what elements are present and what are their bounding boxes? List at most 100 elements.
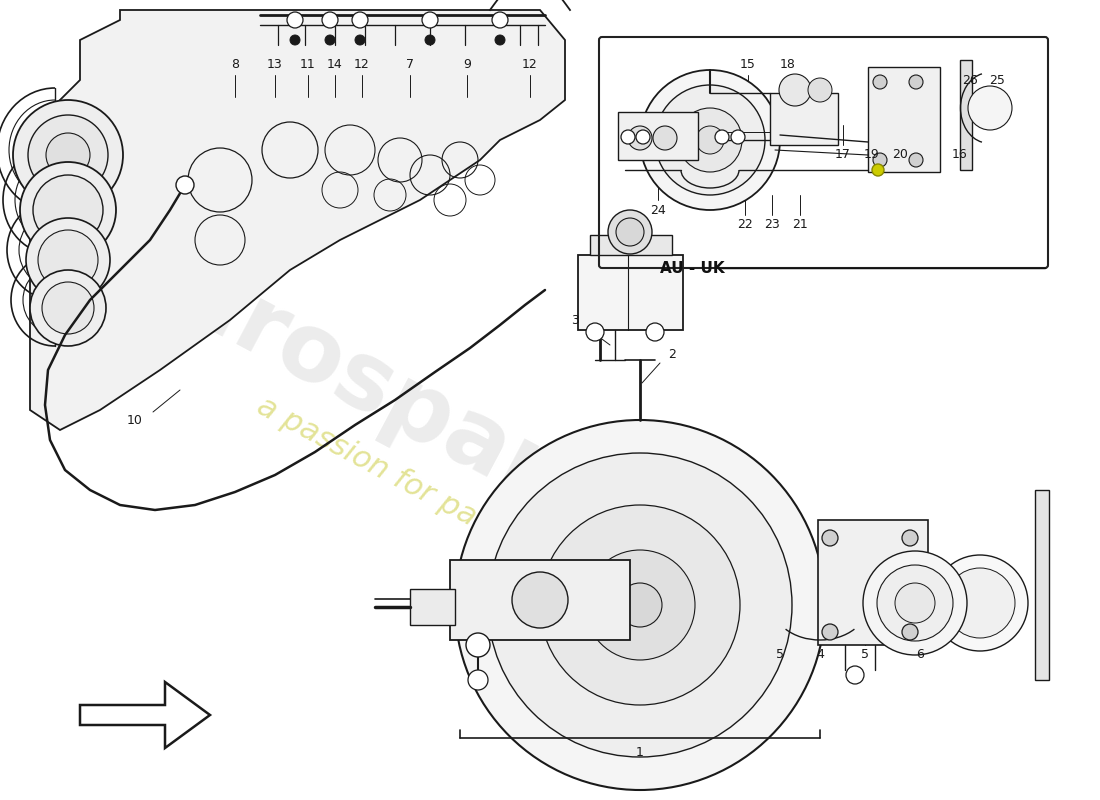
Bar [590,235,672,255]
Text: 18: 18 [780,58,796,71]
Circle shape [646,323,664,341]
Text: 7: 7 [406,58,414,71]
Circle shape [42,282,94,334]
Text: 12: 12 [522,58,538,71]
Bar [618,112,698,160]
Text: 23: 23 [764,218,780,231]
Circle shape [20,162,115,258]
Circle shape [512,572,568,628]
Text: 17: 17 [835,149,851,162]
Circle shape [616,218,644,246]
Circle shape [455,420,825,790]
Text: 1: 1 [636,746,644,758]
Circle shape [621,130,635,144]
Circle shape [945,568,1015,638]
Circle shape [909,153,923,167]
Circle shape [28,115,108,195]
Circle shape [466,633,490,657]
Circle shape [30,270,106,346]
Circle shape [46,133,90,177]
Circle shape [872,164,884,176]
Text: 25: 25 [989,74,1005,86]
Circle shape [585,550,695,660]
Text: 26: 26 [962,74,978,86]
Circle shape [39,230,98,290]
Text: 11: 11 [300,58,316,71]
Text: AU - UK: AU - UK [660,261,725,276]
Text: 9: 9 [463,58,471,71]
Text: 20: 20 [892,149,907,162]
Circle shape [492,12,508,28]
Circle shape [822,530,838,546]
Text: 5: 5 [861,649,869,662]
Circle shape [13,100,123,210]
Circle shape [322,12,338,28]
Circle shape [287,12,303,28]
Text: 4: 4 [816,649,824,662]
Bar [450,560,630,640]
Circle shape [696,126,724,154]
Bar [410,589,455,625]
Text: 22: 22 [737,218,752,231]
Circle shape [909,75,923,89]
Circle shape [895,583,935,623]
Circle shape [495,35,505,45]
Bar [770,93,838,145]
Circle shape [902,624,918,640]
Circle shape [732,130,745,144]
Polygon shape [30,10,565,430]
Circle shape [932,555,1028,651]
Circle shape [808,78,832,102]
Text: 14: 14 [327,58,343,71]
Text: 12: 12 [354,58,370,71]
Circle shape [864,551,967,655]
Bar [578,255,683,330]
Text: 24: 24 [650,203,666,217]
Text: 8: 8 [231,58,239,71]
Text: 10: 10 [128,414,143,426]
Text: 19: 19 [865,149,880,162]
Circle shape [968,86,1012,130]
Bar [818,520,928,645]
Text: 15: 15 [740,58,756,71]
Circle shape [488,453,792,757]
Circle shape [640,70,780,210]
Text: 3: 3 [571,314,579,326]
Circle shape [33,175,103,245]
Circle shape [873,75,887,89]
Circle shape [290,35,300,45]
Circle shape [654,85,764,195]
Text: 13: 13 [267,58,283,71]
Circle shape [873,153,887,167]
Circle shape [26,218,110,302]
Text: 2: 2 [668,349,675,362]
Circle shape [628,126,652,150]
Text: 6: 6 [916,649,924,662]
Circle shape [678,108,743,172]
Circle shape [425,35,435,45]
Circle shape [176,176,194,194]
Circle shape [422,12,438,28]
Circle shape [653,126,676,150]
Text: 5: 5 [776,649,784,662]
Circle shape [355,35,365,45]
Circle shape [715,130,729,144]
Circle shape [468,670,488,690]
Circle shape [902,530,918,546]
Circle shape [779,74,811,106]
Circle shape [636,130,650,144]
Text: eurospare: eurospare [102,216,624,552]
Text: a passion for parts since 1989: a passion for parts since 1989 [252,391,672,633]
Circle shape [540,505,740,705]
Text: 21: 21 [792,218,807,231]
Circle shape [586,323,604,341]
Bar [868,67,940,172]
Bar [960,60,972,170]
Text: 16: 16 [953,149,968,162]
Circle shape [608,210,652,254]
Bar [1035,490,1049,680]
Circle shape [846,666,864,684]
Circle shape [877,565,953,641]
Circle shape [822,624,838,640]
Circle shape [352,12,368,28]
